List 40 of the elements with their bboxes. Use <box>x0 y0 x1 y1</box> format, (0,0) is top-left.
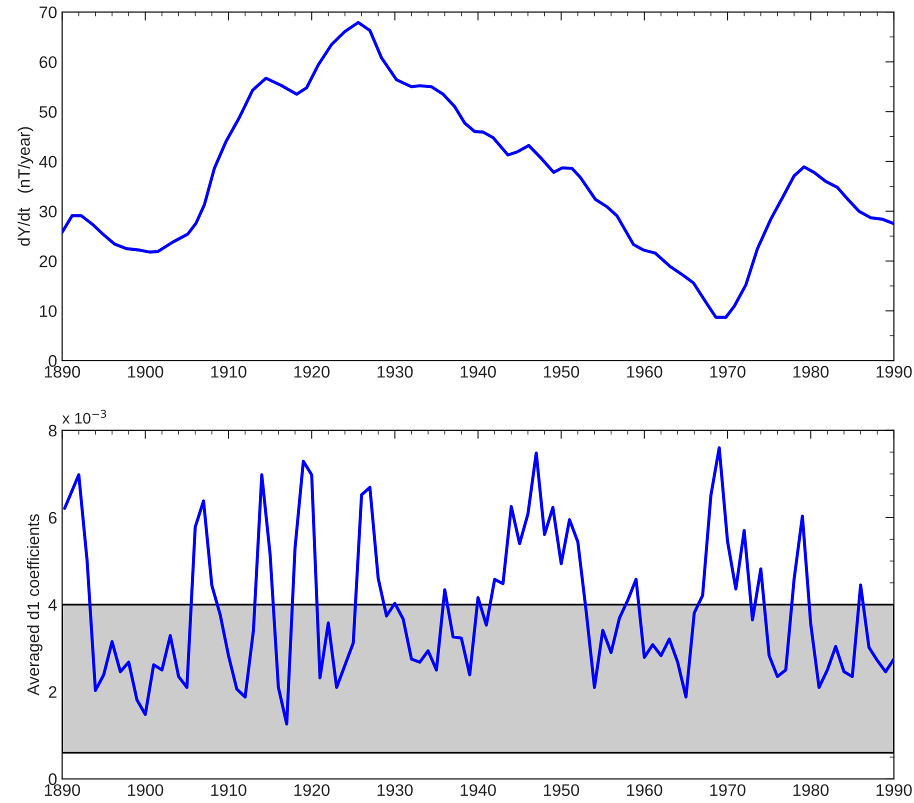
x-tick-label: 1950 <box>544 366 580 378</box>
x-tick-label: 1920 <box>294 784 330 796</box>
x-tick-label: 1980 <box>793 784 829 796</box>
y-tick-label: 60 <box>40 56 57 68</box>
y-axis-title: Averaged d1 coefficients <box>26 514 42 696</box>
y-tick-label: 6 <box>48 512 57 524</box>
x-tick-label: 1940 <box>460 784 496 796</box>
x-tick-label: 1970 <box>710 784 746 796</box>
y-tick-label: 10 <box>40 305 57 318</box>
x-tick-label: 1990 <box>876 784 912 796</box>
x-tick-label: 1970 <box>710 366 746 378</box>
x-tick-label: 1960 <box>627 366 662 378</box>
line-series <box>62 20 894 319</box>
text: x 10$^{−3}$ <box>62 410 106 424</box>
x-tick-label: 1900 <box>128 366 164 378</box>
y-tick-label: 0 <box>48 773 57 786</box>
y-tick-label: 2 <box>48 686 56 698</box>
x-tick-label: 1930 <box>378 784 413 796</box>
x-tick-label: 1990 <box>876 366 912 378</box>
y-tick-label: 70 <box>40 6 57 18</box>
x-tick-label: 1890 <box>44 784 80 796</box>
x-tick-label: 1960 <box>627 784 662 796</box>
y-tick-label: 8 <box>48 424 57 437</box>
x-tick-label: 1910 <box>211 784 246 796</box>
x-tick-label: 1950 <box>544 784 580 796</box>
y-tick-label: 50 <box>39 106 57 118</box>
x-tick-label: 1980 <box>793 366 829 378</box>
y-tick-label: 30 <box>39 206 57 218</box>
x-tick-label: 1920 <box>294 366 330 378</box>
x-tick-label: 1910 <box>211 366 246 378</box>
y-tick-label: 4 <box>48 599 57 611</box>
y-tick-label: 20 <box>40 255 57 268</box>
y-tick-label: 0 <box>48 355 57 367</box>
x-tick-label: 1940 <box>460 366 496 378</box>
y-tick-label: 40 <box>39 156 57 168</box>
x-tick-label: 1930 <box>378 366 413 378</box>
line-series <box>63 446 894 726</box>
x-tick-label: 1890 <box>44 366 80 378</box>
x-tick-label: 1900 <box>128 784 164 796</box>
y-axis-title: dY/dt (nT/year) <box>18 127 34 246</box>
